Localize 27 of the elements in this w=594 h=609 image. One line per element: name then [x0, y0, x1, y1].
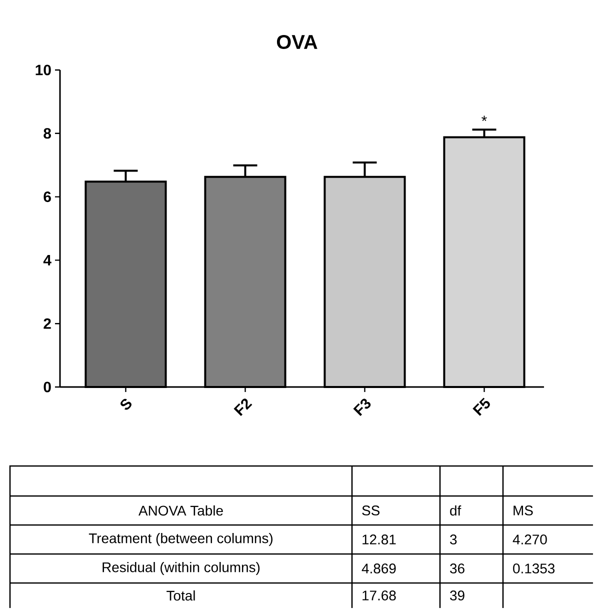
- text: Treatment (between columns): [88, 532, 272, 546]
- y-tick-label: 6: [44, 192, 51, 202]
- text: SS: [362, 506, 380, 516]
- text: 0.1353: [513, 564, 555, 574]
- x-tick-label: F2: [234, 398, 252, 416]
- text: MS: [514, 506, 533, 516]
- text: 39: [450, 590, 464, 600]
- text: 4.869: [362, 564, 396, 574]
- text: 4.270: [512, 534, 547, 544]
- text: 36: [450, 564, 464, 574]
- text: ANOVA Table: [138, 505, 223, 516]
- text: df: [450, 505, 462, 516]
- text: Residual (within columns): [102, 562, 260, 575]
- x-tick-label: S: [120, 398, 132, 410]
- y-tick-label: 10: [36, 64, 51, 76]
- y-tick-label: 8: [44, 128, 52, 139]
- x-tick-label: F3: [353, 398, 371, 416]
- y-tick-label: 0: [44, 382, 51, 392]
- y-tick-label: 2: [44, 318, 51, 329]
- text: Total: [166, 590, 195, 601]
- y-tick-label: 4: [43, 255, 52, 266]
- text: 3: [450, 534, 457, 544]
- text: 17.68: [362, 590, 396, 600]
- annotation: *: [482, 116, 487, 122]
- chart-title: OVA: [276, 34, 318, 50]
- text: 12.81: [362, 534, 396, 544]
- x-tick-label: F5: [472, 398, 490, 416]
